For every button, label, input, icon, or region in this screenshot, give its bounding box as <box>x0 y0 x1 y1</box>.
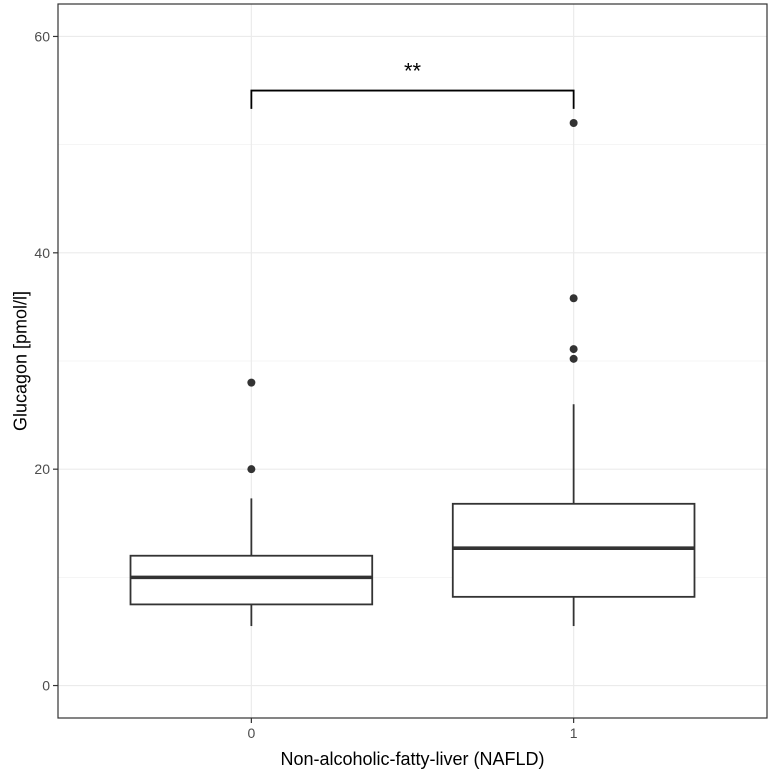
y-tick-label: 40 <box>34 245 50 261</box>
x-axis-title: Non-alcoholic-fatty-liver (NAFLD) <box>280 749 544 769</box>
y-axis-title: Glucagon [pmol/l] <box>10 291 30 431</box>
significance-label: ** <box>404 59 422 84</box>
outlier-point <box>247 378 256 387</box>
outlier-point <box>569 354 578 363</box>
outlier-point <box>569 119 578 127</box>
axes: 0 20 40 60 0 1 <box>34 28 577 741</box>
box-iqr <box>129 554 374 606</box>
boxes <box>129 119 696 627</box>
grid <box>58 4 767 718</box>
y-tick-label: 20 <box>34 461 50 477</box>
significance-annotation: ** <box>250 59 575 109</box>
x-tick-label: 1 <box>570 725 578 741</box>
y-tick-label: 60 <box>34 28 50 44</box>
outlier-point <box>569 294 578 303</box>
outlier-point <box>569 345 578 354</box>
y-tick-label: 0 <box>42 678 50 694</box>
significance-bracket <box>250 89 575 109</box>
panel-border <box>57 3 768 719</box>
box-iqr <box>451 502 696 598</box>
x-tick-label: 0 <box>247 725 255 741</box>
outlier-point <box>247 465 256 474</box>
